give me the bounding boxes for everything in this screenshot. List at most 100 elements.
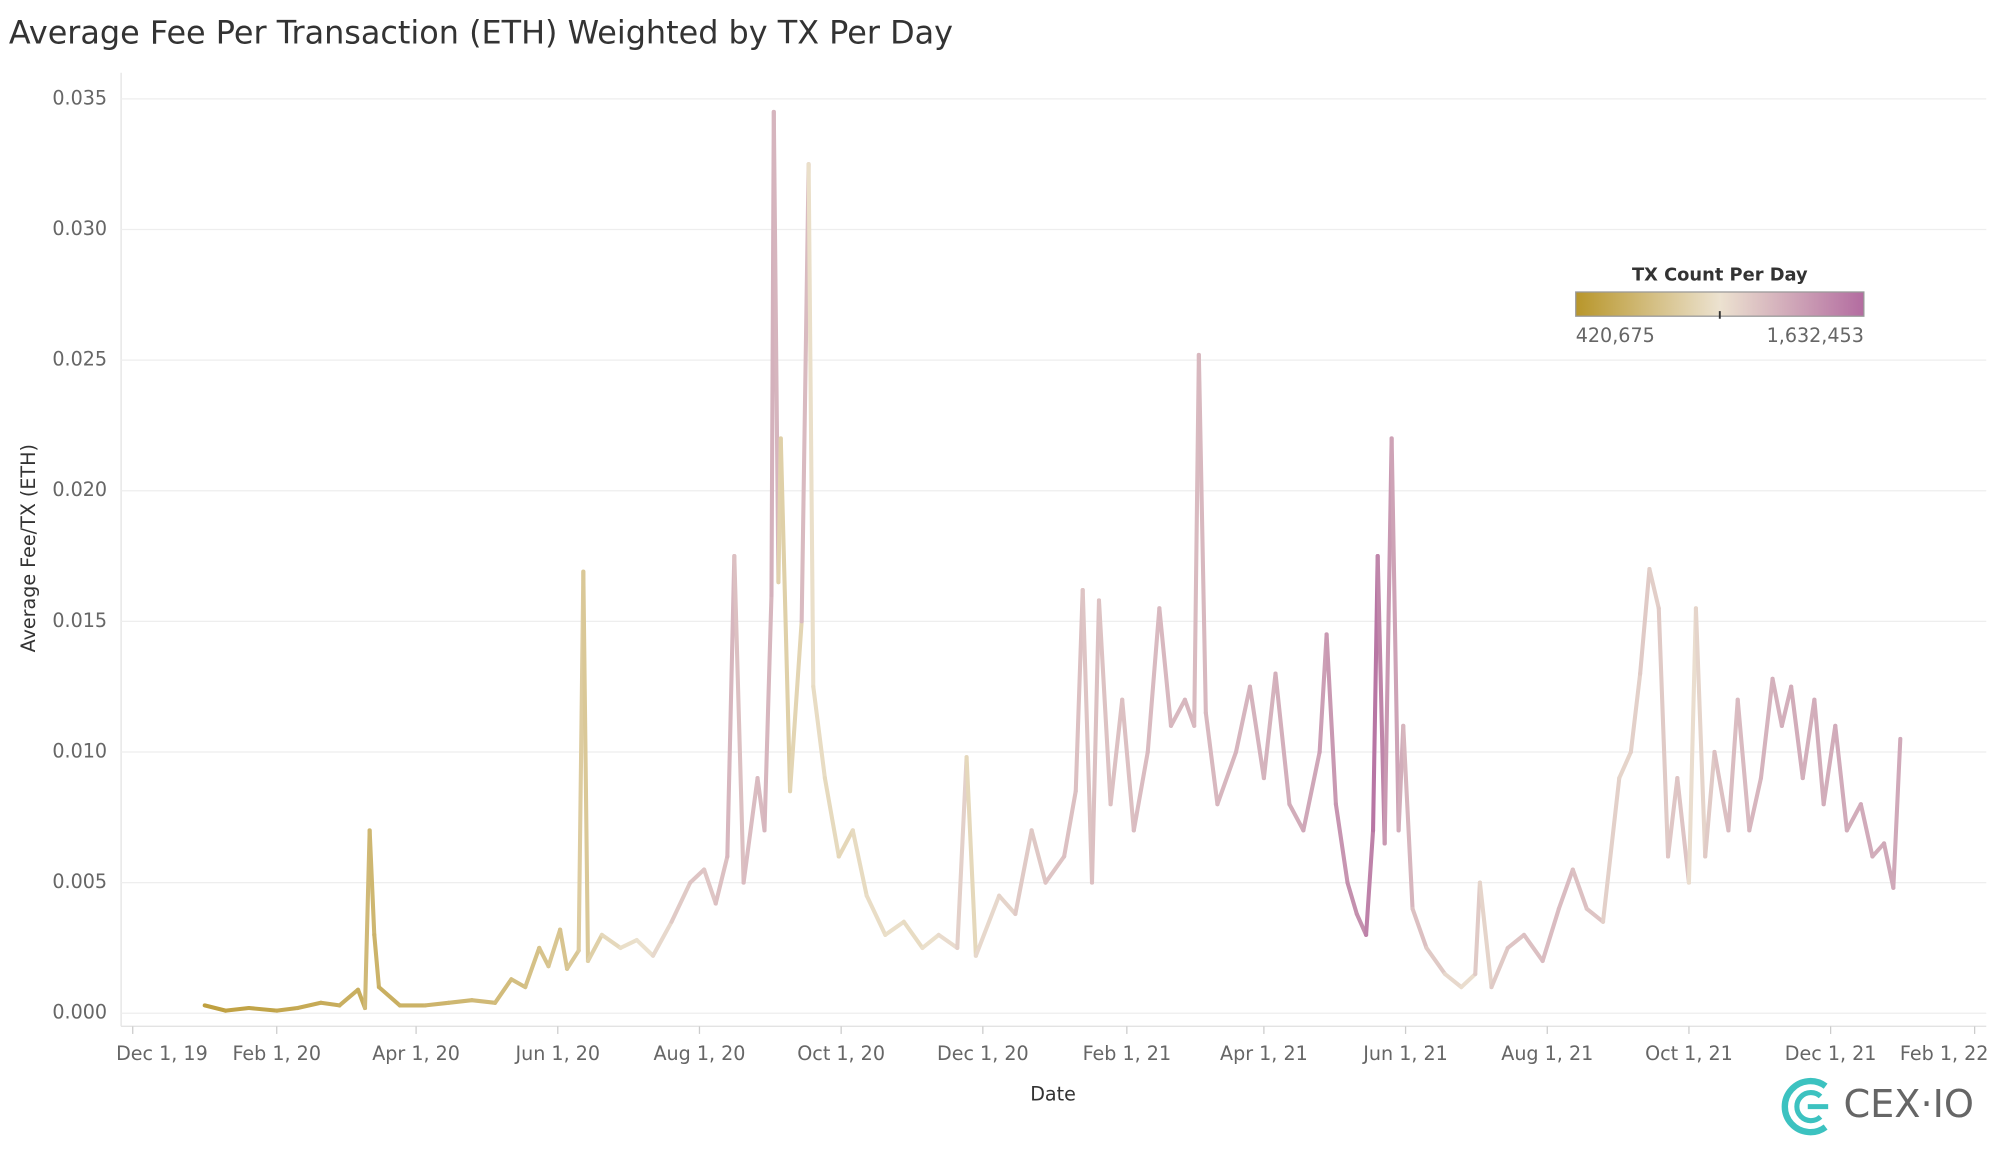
line-segment bbox=[771, 109, 781, 585]
line-segment bbox=[493, 977, 514, 1005]
chart-title: Average Fee Per Transaction (ETH) Weight… bbox=[9, 13, 953, 51]
x-tick-label: Oct 1, 21 bbox=[1645, 1042, 1733, 1065]
line-segment bbox=[546, 927, 563, 969]
line-segment bbox=[1735, 697, 1752, 833]
line-segment bbox=[883, 919, 906, 937]
line-segment bbox=[1389, 436, 1401, 833]
line-segment bbox=[1215, 749, 1239, 807]
line-segment bbox=[1693, 606, 1708, 859]
line-segment bbox=[955, 755, 969, 950]
line-segment bbox=[1770, 676, 1784, 728]
line-segment bbox=[1096, 598, 1113, 807]
line-segment bbox=[1062, 789, 1078, 859]
line-segment bbox=[811, 684, 827, 781]
y-tick-label: 0.035 bbox=[52, 86, 107, 109]
line-segment bbox=[973, 893, 1002, 958]
line-segment bbox=[1410, 906, 1429, 950]
line-segment bbox=[246, 1005, 279, 1013]
line-segment bbox=[650, 919, 674, 958]
color-legend: TX Count Per Day 420,675 1,632,453 bbox=[1575, 264, 1865, 347]
line-segment bbox=[1157, 606, 1174, 728]
x-tick-label: Aug 1, 20 bbox=[653, 1042, 745, 1065]
line-segment bbox=[1203, 710, 1220, 807]
line-segment bbox=[1261, 671, 1278, 781]
line-segment bbox=[850, 828, 869, 898]
line-segment bbox=[1726, 697, 1740, 833]
line-segment bbox=[1443, 972, 1464, 990]
y-tick-label: 0.030 bbox=[52, 217, 107, 240]
line-segment bbox=[1324, 632, 1338, 807]
line-segment bbox=[864, 893, 888, 937]
line-segment bbox=[1628, 671, 1643, 755]
line-segment bbox=[1556, 867, 1575, 911]
x-tick-label: Apr 1, 21 bbox=[1220, 1042, 1308, 1065]
line-segment bbox=[1891, 736, 1903, 890]
line-segment bbox=[1675, 776, 1691, 885]
line-segment bbox=[1521, 932, 1545, 964]
line-segment bbox=[1131, 749, 1150, 833]
line-segment bbox=[836, 828, 855, 859]
x-tick-label: Oct 1, 20 bbox=[797, 1042, 885, 1065]
line-segment bbox=[1747, 776, 1763, 833]
line-segment bbox=[920, 932, 941, 950]
line-segment bbox=[1168, 697, 1187, 728]
line-segment bbox=[1844, 802, 1863, 833]
x-tick-label: Aug 1, 21 bbox=[1501, 1042, 1593, 1065]
line-segment bbox=[367, 828, 377, 937]
line-segment bbox=[901, 919, 925, 950]
x-tick-label: Feb 1, 20 bbox=[232, 1042, 321, 1065]
x-tick-label: Dec 1, 19 bbox=[116, 1042, 208, 1065]
line-segment bbox=[1570, 867, 1589, 911]
logo-text: CEX·IO bbox=[1843, 1083, 1974, 1127]
line-segment bbox=[1647, 567, 1661, 611]
x-tick-label: Apr 1, 20 bbox=[372, 1042, 460, 1065]
line-series bbox=[202, 109, 1903, 1013]
line-segment bbox=[1401, 723, 1415, 911]
line-segment bbox=[1145, 606, 1162, 755]
line-segment bbox=[1108, 697, 1125, 807]
line-segment bbox=[509, 977, 528, 990]
line-segment bbox=[1073, 587, 1085, 794]
logo: CEX·IO bbox=[1781, 1077, 1974, 1136]
line-segment bbox=[806, 162, 816, 689]
line-segment bbox=[1800, 697, 1817, 781]
line-segment bbox=[537, 945, 551, 969]
line-segment bbox=[1029, 828, 1048, 885]
line-segment bbox=[1247, 684, 1266, 781]
line-segment bbox=[1233, 684, 1252, 755]
line-segment bbox=[1196, 352, 1208, 715]
y-axis-title: Average Fee/TX (ETH) bbox=[17, 444, 40, 652]
line-segment bbox=[1477, 880, 1494, 990]
line-segment bbox=[1858, 802, 1875, 859]
line-segment bbox=[469, 998, 498, 1005]
line-segment bbox=[1459, 972, 1478, 990]
line-segment bbox=[362, 828, 372, 1011]
line-segment bbox=[713, 854, 730, 906]
line-segment bbox=[1638, 567, 1652, 676]
x-tick-label: Jun 1, 21 bbox=[1362, 1042, 1448, 1065]
legend-min-label: 420,675 bbox=[1576, 324, 1655, 347]
line-segment bbox=[1301, 749, 1322, 833]
line-segment bbox=[1617, 749, 1633, 781]
line-segment bbox=[1333, 802, 1350, 885]
line-segment bbox=[1665, 776, 1680, 859]
grid: 0.000 0.005 0.010 0.015 0.020 0.025 0.030 0.035… bbox=[52, 72, 1988, 1065]
line-segment bbox=[1712, 749, 1731, 833]
line-segment bbox=[1043, 854, 1067, 885]
line-segment bbox=[446, 998, 474, 1005]
line-segment bbox=[1821, 723, 1838, 807]
line-segment bbox=[223, 1005, 251, 1013]
line-segment bbox=[732, 553, 746, 885]
line-segment bbox=[1600, 776, 1622, 924]
line-segment bbox=[1473, 880, 1482, 977]
line-segment bbox=[1833, 723, 1849, 833]
line-segment bbox=[788, 619, 804, 794]
line-segment bbox=[423, 1000, 451, 1008]
line-segment bbox=[1505, 932, 1527, 950]
line-segment bbox=[337, 987, 361, 1008]
y-tick-label: 0.025 bbox=[52, 348, 107, 371]
line-segment bbox=[599, 932, 623, 950]
line-segment bbox=[618, 938, 639, 950]
line-segment bbox=[1345, 880, 1359, 917]
